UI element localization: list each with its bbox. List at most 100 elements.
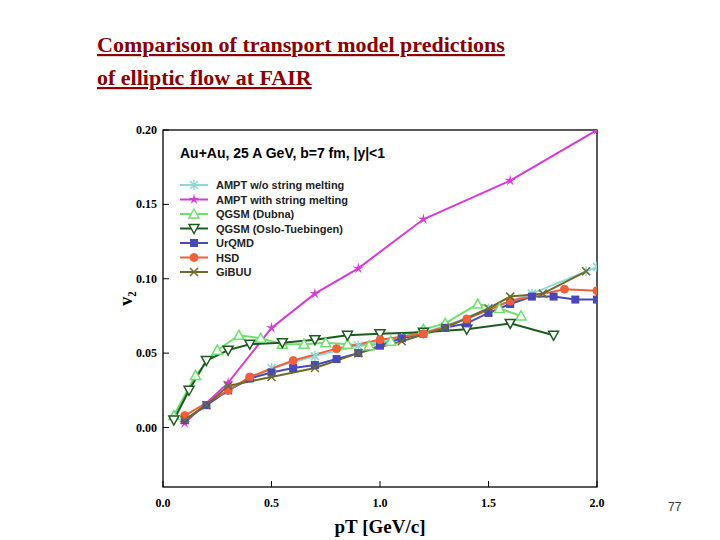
slide-title: of elliptic flow at FAIR: [97, 65, 313, 90]
y-axis-label: v₂: [116, 291, 136, 305]
marker: [309, 288, 320, 299]
marker: [419, 330, 427, 338]
marker: [277, 339, 287, 348]
marker: [506, 293, 514, 301]
marker: [550, 293, 558, 301]
marker: [560, 285, 568, 293]
marker: [441, 324, 449, 332]
marker: [266, 322, 277, 333]
marker: [418, 213, 429, 224]
marker: [191, 370, 201, 379]
marker: [277, 339, 287, 348]
legend-label: QGSM (Dubna): [216, 208, 295, 220]
y-tick-label: 0.15: [136, 197, 157, 211]
chart-title: Au+Au, 25 A GeV, b=7 fm, |y|<1: [180, 145, 385, 161]
x-tick-label: 0.0: [156, 496, 171, 510]
page-number: 77: [668, 500, 682, 514]
marker: [224, 386, 232, 394]
legend-label: UrQMD: [216, 237, 254, 249]
plot-data: [169, 130, 597, 428]
y-tick: [163, 353, 169, 354]
legend-marker: [189, 225, 199, 234]
legend-label: AMPT with string melting: [216, 194, 348, 206]
y-tick: [163, 130, 169, 131]
marker: [184, 386, 194, 395]
marker: [268, 373, 276, 381]
marker: [505, 319, 515, 328]
marker: [342, 331, 352, 340]
marker: [504, 175, 515, 186]
x-tick: [271, 481, 272, 487]
marker: [473, 299, 483, 308]
marker: [202, 401, 210, 409]
marker: [234, 330, 244, 339]
legend: AMPT w/o string melting AMPT with string …: [180, 179, 348, 278]
legend-marker: [190, 268, 198, 276]
marker: [245, 340, 255, 349]
marker: [333, 355, 341, 363]
marker: [181, 416, 189, 424]
marker: [591, 130, 597, 135]
marker: [224, 382, 232, 390]
y-tick: [163, 204, 169, 205]
marker: [353, 262, 364, 273]
marker: [418, 328, 428, 337]
y-tick-label: 0.10: [136, 272, 157, 286]
marker: [212, 345, 222, 354]
y-tick-label: 0.20: [136, 123, 157, 137]
x-tick: [163, 481, 164, 487]
legend-label: GiBUU: [216, 266, 252, 278]
marker: [181, 412, 189, 420]
series-line: [174, 304, 521, 416]
legend-marker: [190, 239, 198, 247]
marker: [354, 349, 362, 357]
y-tick: [163, 427, 169, 428]
series-line: [185, 130, 597, 423]
marker: [289, 357, 297, 365]
x-tick-label: 2.0: [590, 496, 605, 510]
marker: [398, 337, 406, 345]
marker: [582, 267, 590, 275]
marker: [321, 338, 331, 347]
marker: [419, 330, 427, 338]
canvas: Comparison of transport model prediction…: [0, 0, 720, 540]
series-line: [185, 271, 586, 420]
marker: [202, 401, 210, 409]
marker: [593, 262, 597, 272]
marker: [386, 336, 396, 345]
marker: [354, 349, 362, 357]
marker: [201, 357, 211, 366]
x-tick: [597, 481, 598, 487]
marker: [268, 368, 276, 376]
marker: [506, 297, 514, 305]
marker: [311, 364, 319, 372]
y-tick-label: 0.05: [136, 346, 157, 360]
marker: [246, 373, 254, 381]
x-tick-label: 1.0: [373, 496, 388, 510]
x-axis-label: pT [GeV/c]: [335, 516, 426, 537]
marker: [224, 386, 232, 394]
marker: [333, 345, 341, 353]
marker: [289, 364, 297, 372]
series-line: [185, 289, 597, 415]
legend-label: HSD: [216, 252, 239, 264]
marker: [299, 339, 309, 348]
legend-marker: [189, 209, 199, 218]
marker: [539, 290, 547, 298]
marker: [310, 336, 320, 345]
legend-label: AMPT w/o string melting: [216, 179, 344, 191]
legend-marker: [188, 194, 199, 205]
x-tick: [380, 481, 381, 487]
y-tick: [163, 278, 169, 279]
marker: [256, 333, 266, 342]
marker: [593, 296, 597, 304]
marker: [593, 287, 597, 295]
marker: [571, 296, 579, 304]
legend-marker: [190, 254, 198, 262]
marker: [494, 304, 504, 313]
series-line: [185, 267, 597, 420]
slide: Comparison of transport model prediction…: [0, 0, 720, 540]
marker: [549, 331, 559, 340]
series-line: [185, 297, 597, 420]
marker: [485, 309, 493, 317]
